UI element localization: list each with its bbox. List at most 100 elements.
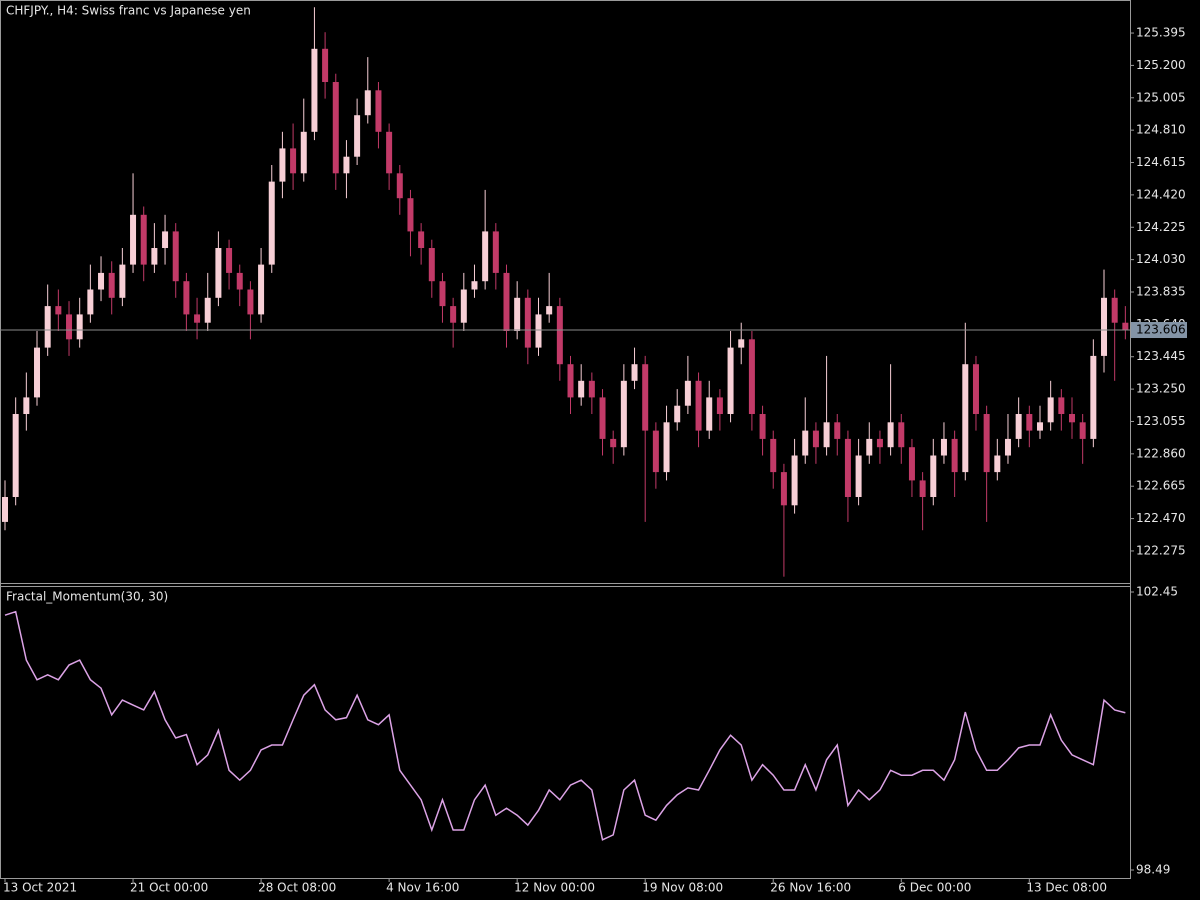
candle-body <box>1069 414 1075 423</box>
y-tick-label: 124.810 <box>1136 123 1186 137</box>
candle-body <box>983 414 990 473</box>
candle-body <box>2 497 8 522</box>
candle-body <box>354 115 361 157</box>
candle-body <box>514 297 521 332</box>
candle-body <box>940 438 947 456</box>
candle-body <box>396 173 403 199</box>
y-tick-label: 125.200 <box>1136 58 1186 72</box>
candle-body <box>1015 414 1022 439</box>
candle-body <box>727 347 734 415</box>
candle-body <box>44 306 51 348</box>
candle-body <box>620 380 627 448</box>
candle-body <box>194 314 201 323</box>
candle-body <box>1111 297 1118 323</box>
candle-body <box>802 430 809 456</box>
candle-body <box>503 272 510 332</box>
candle-body <box>898 422 905 448</box>
candle-body <box>663 422 670 473</box>
candle-body <box>567 364 574 398</box>
y-tick-label: 124.615 <box>1136 155 1186 169</box>
candle-body <box>215 248 222 298</box>
candle-body <box>183 281 190 315</box>
y-tick-label: 122.470 <box>1136 511 1186 525</box>
candle-body <box>439 281 446 307</box>
candle-body <box>375 90 382 132</box>
y-tick-label: 123.835 <box>1136 284 1186 298</box>
y-tick-label: 123.250 <box>1136 382 1186 396</box>
candle-body <box>642 364 649 431</box>
candle-body <box>706 397 713 431</box>
candle-body <box>791 455 798 506</box>
candle-body <box>66 314 73 340</box>
candle-body <box>55 306 62 315</box>
candle-body <box>748 339 755 415</box>
candle-body <box>716 397 723 415</box>
y-tick-label: 98.49 <box>1136 863 1170 877</box>
candle-body <box>546 306 553 315</box>
candle-body <box>631 364 638 381</box>
y-tick-label: 122.665 <box>1136 479 1186 493</box>
x-tick-label: 6 Dec 00:00 <box>898 881 971 895</box>
candle-body <box>108 272 115 298</box>
candle-body <box>407 198 414 232</box>
candle-body <box>610 438 617 448</box>
candle-body <box>279 148 286 182</box>
candle-body <box>994 455 1001 473</box>
candle-body <box>1090 355 1097 439</box>
candle-body <box>258 264 265 315</box>
x-tick-label: 28 Oct 08:00 <box>258 881 336 895</box>
candle-body <box>130 214 137 265</box>
candle-body <box>876 438 883 448</box>
candle-body <box>151 248 158 265</box>
candle-body <box>300 131 307 174</box>
y-tick-label: 122.275 <box>1136 543 1186 557</box>
x-tick-label: 13 Dec 08:00 <box>1026 881 1107 895</box>
candle-body <box>12 414 19 498</box>
candle-body <box>578 380 585 398</box>
candle-body <box>1036 422 1043 431</box>
candle-body <box>204 297 211 323</box>
candle-body <box>482 231 489 282</box>
y-tick-label: 123.445 <box>1136 349 1186 363</box>
indicator-line <box>4 610 1126 841</box>
candle-body <box>812 430 819 448</box>
candle-body <box>322 48 329 83</box>
candle-body <box>332 82 339 174</box>
x-tick-label: 21 Oct 00:00 <box>130 881 208 895</box>
candle-body <box>588 380 595 398</box>
candle-body <box>684 380 691 406</box>
candle-body <box>236 272 243 290</box>
candle-body <box>780 472 787 506</box>
candle-body <box>268 181 275 265</box>
candle-body <box>76 314 83 340</box>
x-tick-label: 26 Nov 16:00 <box>770 881 851 895</box>
candle-body <box>930 455 937 498</box>
candle-body <box>556 306 563 365</box>
candle-body <box>460 289 467 323</box>
candle-body <box>34 347 41 398</box>
candle-body <box>919 480 926 498</box>
y-tick-label: 124.030 <box>1136 252 1186 266</box>
indicator-title: Fractal_Momentum(30, 30) <box>6 590 168 604</box>
candle-body <box>1026 414 1033 431</box>
candle-body <box>364 90 371 116</box>
candle-body <box>471 281 478 290</box>
candle-body <box>87 289 94 315</box>
candle-body <box>343 156 350 174</box>
candle-body <box>418 231 425 249</box>
candle-body <box>428 248 435 282</box>
candle-body <box>834 422 841 439</box>
candle-body <box>119 264 126 298</box>
candle-body <box>535 314 542 348</box>
candle-body <box>524 297 531 348</box>
candle-body <box>98 272 105 290</box>
candle-body <box>140 214 147 265</box>
candle-body <box>951 438 958 473</box>
candle-body <box>738 339 745 348</box>
x-tick-label: 19 Nov 08:00 <box>642 881 723 895</box>
y-tick-label: 125.395 <box>1136 26 1186 40</box>
y-tick-label: 124.420 <box>1136 187 1186 201</box>
